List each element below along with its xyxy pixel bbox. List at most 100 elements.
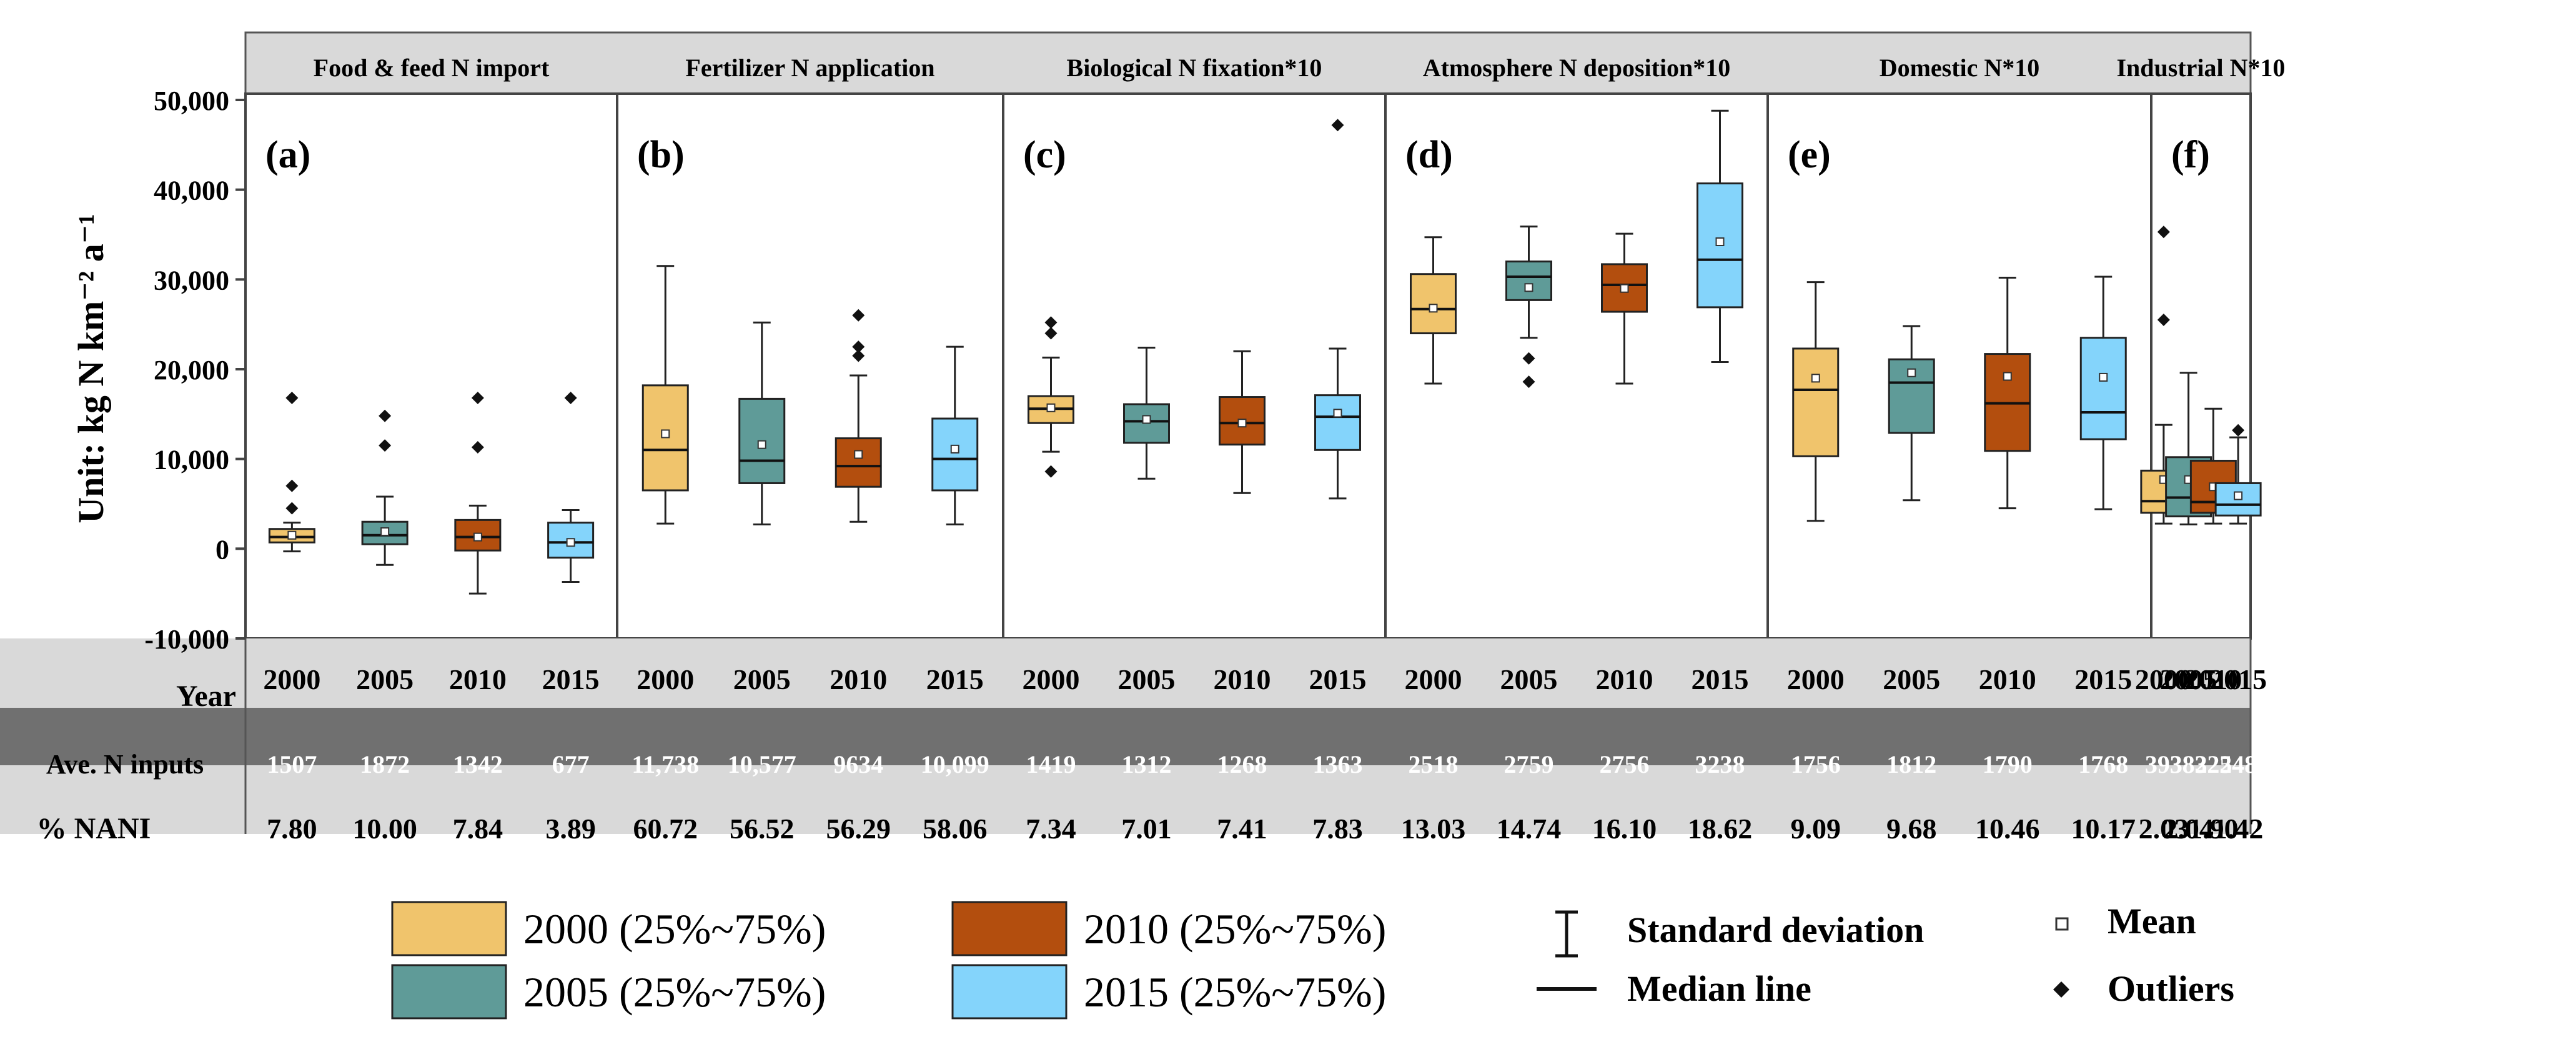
legend-median-label: Median line	[1627, 968, 1811, 1009]
year-cell: 2015	[2209, 663, 2267, 695]
inputs-row-band	[0, 708, 2251, 765]
panel-letter: (b)	[637, 134, 685, 176]
outlier-point	[852, 340, 865, 354]
inputs-cell: 10,577	[728, 750, 796, 778]
nani-cell: 10.00	[352, 813, 417, 845]
year-cell: 2005	[1118, 663, 1176, 695]
mean-marker	[1429, 304, 1438, 313]
year-cell: 2005	[356, 663, 414, 695]
inputs-cell: 393	[2145, 750, 2182, 778]
inputs-cell: 1363	[1313, 750, 1363, 778]
legend-year-label: 2005 (25%~75%)	[523, 968, 826, 1016]
y-tick-label: 40,000	[154, 176, 229, 206]
mean-marker	[2003, 372, 2012, 381]
year-cell: 2010	[1979, 663, 2036, 695]
mean-marker	[566, 538, 575, 547]
nani-cell: 7.41	[1217, 813, 1267, 845]
inputs-cell: 2518	[1409, 750, 1459, 778]
nani-cell: 3.89	[545, 813, 596, 845]
mean-marker	[1907, 368, 1916, 377]
outlier-point	[471, 391, 484, 404]
mean-marker	[2234, 491, 2243, 500]
year-cell: 2005	[1883, 663, 1940, 695]
inputs-cell: 1812	[1886, 750, 1936, 778]
legend-sd-label: Standard deviation	[1627, 910, 1924, 950]
nani-cell: 1.90	[2188, 813, 2239, 845]
panel-title: Biological N fixation*10	[1067, 54, 1322, 82]
panel-title: Food & feed N import	[314, 54, 550, 82]
outlier-point	[285, 391, 299, 404]
inputs-cell: 9634	[833, 750, 883, 778]
year-cell: 2010	[1596, 663, 1653, 695]
legend-year-label: 2015 (25%~75%)	[1084, 968, 1386, 1016]
year-cell: 2015	[1692, 663, 1749, 695]
panel-letter: (d)	[1405, 134, 1453, 176]
row-label-year: Year	[176, 680, 236, 713]
outlier-point	[1044, 316, 1058, 329]
nani-cell: 9.68	[1886, 813, 1937, 845]
nani-row-band	[0, 765, 2251, 834]
year-cell: 2000	[1787, 663, 1845, 695]
nani-cell: 7.01	[1121, 813, 1172, 845]
mean-marker	[1142, 415, 1151, 424]
nani-cell: 56.52	[730, 813, 795, 845]
year-cell: 2010	[830, 663, 887, 695]
mean-marker	[287, 530, 297, 540]
inputs-cell: 2759	[1504, 750, 1554, 778]
nani-cell: 10.46	[1975, 813, 2040, 845]
nani-cell: 1.42	[2213, 813, 2264, 845]
outlier-point	[1044, 327, 1058, 340]
iqr-box	[835, 437, 882, 488]
iqr-box	[1792, 347, 1840, 457]
y-tick-label: 10,000	[154, 445, 229, 475]
nani-cell: 2.03	[2139, 813, 2189, 845]
year-cell: 2000	[637, 663, 694, 695]
outlier-point	[285, 479, 299, 492]
panel-letter: (f)	[2171, 134, 2210, 176]
year-cell: 2000	[1023, 663, 1080, 695]
outlier-point	[1044, 465, 1058, 478]
y-tick-label: 20,000	[154, 355, 229, 385]
outlier-point	[852, 309, 865, 322]
y-tick-label: 30,000	[154, 265, 229, 295]
legend-outliers-label: Outliers	[2108, 968, 2234, 1009]
iqr-box	[1505, 261, 1552, 301]
inputs-cell: 10,099	[921, 750, 989, 778]
mean-marker	[757, 440, 766, 449]
panel-title: Atmosphere N deposition*10	[1423, 54, 1731, 82]
row-label-inputs: Ave. N inputs	[46, 749, 204, 780]
nani-cell: 9.09	[1791, 813, 1841, 845]
nani-cell: 56.29	[826, 813, 891, 845]
panel-header-band	[244, 31, 2252, 95]
nani-cell: 7.34	[1026, 813, 1076, 845]
mean-marker	[473, 532, 482, 542]
mean-marker	[2099, 372, 2108, 382]
nani-cell: 16.10	[1592, 813, 1657, 845]
inputs-cell: 11,738	[632, 750, 699, 778]
inputs-cell: 1768	[2078, 750, 2128, 778]
nani-cell: 7.80	[267, 813, 317, 845]
inputs-cell: 1756	[1791, 750, 1841, 778]
panel-letter: (a)	[265, 134, 310, 176]
nani-cell: 13.03	[1401, 813, 1466, 845]
inputs-cell: 1790	[1983, 750, 2033, 778]
inputs-cell: 325	[2194, 750, 2232, 778]
outlier-point	[564, 391, 577, 404]
inputs-cell: 382	[2170, 750, 2207, 778]
row-label-nani: % NANI	[37, 812, 151, 845]
year-cell: 2000	[1405, 663, 1462, 695]
year-cell: 2000	[263, 663, 320, 695]
nani-cell: 7.84	[453, 813, 503, 845]
outlier-point	[1522, 352, 1535, 365]
inputs-cell: 1872	[360, 750, 410, 778]
iqr-box	[2079, 337, 2127, 440]
mean-marker	[380, 527, 390, 537]
panel-title: Industrial N*10	[2116, 54, 2285, 82]
iqr-box	[1123, 403, 1170, 444]
iqr-box	[931, 417, 979, 492]
nani-cell: 10.17	[2071, 813, 2136, 845]
panel-title: Fertilizer N application	[685, 54, 934, 82]
mean-marker	[1715, 237, 1725, 246]
inputs-cell: 2756	[1600, 750, 1650, 778]
nani-cell: 58.06	[923, 813, 988, 845]
